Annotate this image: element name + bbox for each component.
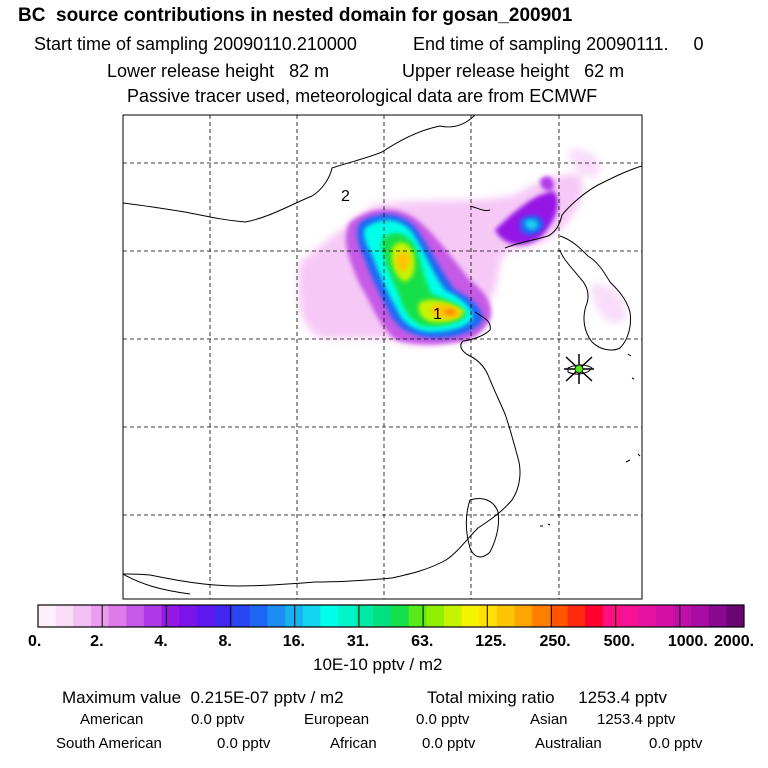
map-frame: [122, 114, 643, 600]
colorbar-tick-label: 31.: [347, 633, 369, 650]
colorbar-swatch: [673, 605, 692, 627]
contribution-name: Asian: [530, 711, 568, 728]
colorbar-swatch: [161, 605, 180, 627]
colorbar-swatch: [620, 605, 639, 627]
colorbar-swatch: [214, 605, 233, 627]
colorbar-tick-label: 0.: [28, 633, 41, 650]
colorbar-swatch: [55, 605, 74, 627]
colorbar-frame: [37, 604, 745, 628]
source-marker-1: 1: [433, 306, 442, 323]
colorbar-swatch: [38, 605, 57, 627]
colorbar-swatch: [479, 605, 498, 627]
colorbar-swatch: [426, 605, 445, 627]
sampling-end-time: End time of sampling 20090111. 0: [413, 34, 704, 54]
colorbar-swatch: [143, 605, 163, 627]
colorbar-tick-label: 125.: [475, 633, 506, 650]
colorbar-swatch: [549, 605, 568, 627]
contribution-value: 0.0 pptv: [217, 735, 271, 752]
colorbar-swatch: [232, 605, 251, 627]
colorbar-swatch: [496, 605, 516, 627]
contribution-value: 0.0 pptv: [649, 735, 703, 752]
colorbar-swatch: [126, 605, 145, 627]
colorbar-swatch: [691, 605, 710, 627]
colorbar-swatch: [567, 605, 586, 627]
colorbar-swatch: [638, 605, 657, 627]
colorbar-swatch: [267, 605, 286, 627]
colorbar-swatch: [249, 605, 268, 627]
colorbar-swatch: [532, 605, 551, 627]
colorbar-tick-label: 4.: [154, 633, 167, 650]
colorbar-swatch: [285, 605, 304, 627]
contribution-name: European: [304, 711, 370, 728]
colorbar: 0. 2. 4. 8. 16. 31. 63. 125. 250. 500. 1000. 2000.: [28, 604, 754, 650]
colorbar-swatch: [585, 605, 604, 627]
colorbar-swatch: [602, 605, 621, 627]
concentration-field: [298, 149, 626, 346]
colorbar-swatch: [655, 605, 674, 627]
contribution-value: 1253.4 pptv: [597, 711, 676, 728]
colorbar-tick-label: 8.: [219, 633, 232, 650]
plume-core: [396, 251, 462, 319]
contribution-value: 0.0 pptv: [416, 711, 470, 728]
colorbar-swatch: [355, 605, 374, 627]
chart-title: BC source contributions in nested domain…: [18, 5, 573, 26]
colorbar-tick-label: 2.: [90, 633, 103, 650]
total-mixing-ratio: Total mixing ratio 1253.4 pptv: [427, 688, 668, 707]
colorbar-swatch: [391, 605, 410, 627]
colorbar-swatch: [408, 605, 427, 627]
colorbar-swatch: [338, 605, 357, 627]
colorbar-swatch: [708, 605, 727, 627]
sampling-start-time: Start time of sampling 20090110.210000: [34, 34, 357, 54]
colorbar-swatch: [461, 605, 480, 627]
upper-release-height: Upper release height 62 m: [402, 61, 625, 81]
contribution-name: Australian: [535, 735, 602, 752]
colorbar-swatch: [320, 605, 339, 627]
contribution-name: African: [330, 735, 377, 752]
colorbar-tick-label: 16.: [283, 633, 305, 650]
colorbar-units-label: 10E-10 pptv / m2: [313, 655, 443, 674]
colorbar-tick-label: 63.: [411, 633, 433, 650]
colorbar-swatch: [73, 605, 92, 627]
colorbar-swatch: [302, 605, 321, 627]
lower-release-height: Lower release height 82 m: [107, 61, 330, 81]
colorbar-tick-label: 2000.: [714, 633, 754, 650]
contribution-value: 0.0 pptv: [191, 711, 245, 728]
colorbar-swatch: [108, 605, 127, 627]
contribution-value: 0.0 pptv: [422, 735, 476, 752]
colorbar-tick-label: 1000.: [668, 633, 708, 650]
contribution-name: American: [80, 711, 144, 728]
colorbar-swatch: [90, 605, 110, 627]
colorbar-swatch: [196, 605, 215, 627]
tracer-note: Passive tracer used, meteorological data…: [127, 86, 598, 106]
source-contribution-map: 2 1 0. 2. 4. 8. 16. 31. 63. 125. 250. 500. 1000. 20…: [28, 114, 754, 650]
coastlines: [123, 115, 642, 595]
colorbar-tick-label: 250.: [539, 633, 570, 650]
colorbar-swatch: [443, 605, 463, 627]
graticule: [123, 115, 642, 599]
colorbar-swatch: [726, 605, 745, 627]
receptor-marker-icon: [564, 354, 594, 384]
colorbar-swatch: [373, 605, 392, 627]
maximum-value: Maximum value 0.215E-07 pptv / m2: [62, 688, 344, 707]
colorbar-tick-label: 500.: [604, 633, 635, 650]
contribution-name: South American: [56, 735, 162, 752]
source-marker-2: 2: [341, 188, 350, 205]
colorbar-swatch: [179, 605, 198, 627]
colorbar-swatch: [514, 605, 533, 627]
